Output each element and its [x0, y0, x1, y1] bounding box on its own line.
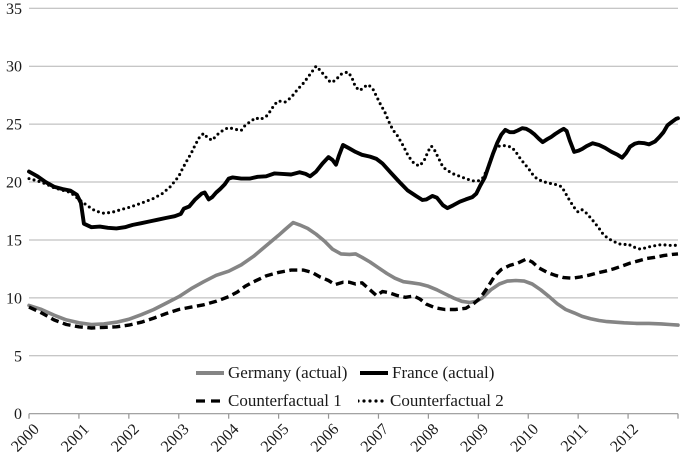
x-axis-year-label-2002: 2002 — [108, 421, 143, 456]
y-axis-label-25: 25 — [6, 117, 22, 134]
y-axis-label-10: 10 — [6, 290, 22, 307]
legend-swatch-france-actual — [360, 368, 388, 378]
x-axis-year-label-2008: 2008 — [408, 421, 443, 456]
x-axis-year-label-2011: 2011 — [558, 421, 592, 455]
series-line-france-actual — [27, 116, 680, 231]
x-axis-year-label-2009: 2009 — [457, 421, 492, 456]
series-line-germany-actual — [27, 220, 680, 327]
legend-label-france-actual: France (actual) — [392, 363, 495, 382]
legend-swatch-counterfactual-1 — [196, 396, 224, 406]
x-axis-year-label-2006: 2006 — [308, 421, 343, 456]
y-axis-label-5: 5 — [14, 348, 22, 365]
x-axis-year-label-2003: 2003 — [158, 421, 193, 456]
x-axis-year-label-2005: 2005 — [258, 421, 293, 456]
x-axis-year-label-2012: 2012 — [607, 421, 642, 456]
legend-swatch-counterfactual-2 — [358, 396, 386, 406]
legend-label-germany-actual: Germany (actual) — [228, 363, 348, 382]
x-axis-year-label-2000: 2000 — [8, 421, 43, 456]
legend-label-counterfactual-1: Counterfactual 1 — [228, 391, 342, 410]
legend-item-france-actual: France (actual) — [360, 364, 494, 382]
legend-item-counterfactual-1: Counterfactual 1 — [196, 392, 342, 410]
y-axis-label-30: 30 — [6, 59, 22, 76]
y-axis-label-20: 20 — [6, 175, 22, 192]
x-axis-year-label-2007: 2007 — [358, 421, 393, 456]
y-axis-label-35: 35 — [6, 1, 22, 18]
series-line-counterfactual-1 — [28, 252, 679, 330]
x-axis-year-label-2004: 2004 — [208, 421, 243, 456]
x-axis-year-label-2010: 2010 — [507, 421, 542, 456]
x-axis-year-label-2001: 2001 — [58, 421, 93, 456]
series-line-counterfactual-2 — [27, 64, 680, 251]
y-axis-label-0: 0 — [14, 406, 22, 423]
y-axis-label-15: 15 — [6, 232, 22, 249]
legend-label-counterfactual-2: Counterfactual 2 — [390, 391, 504, 410]
legend-item-counterfactual-2: Counterfactual 2 — [358, 392, 504, 410]
legend-item-germany-actual: Germany (actual) — [196, 364, 347, 382]
legend-swatch-germany-actual — [196, 368, 224, 378]
